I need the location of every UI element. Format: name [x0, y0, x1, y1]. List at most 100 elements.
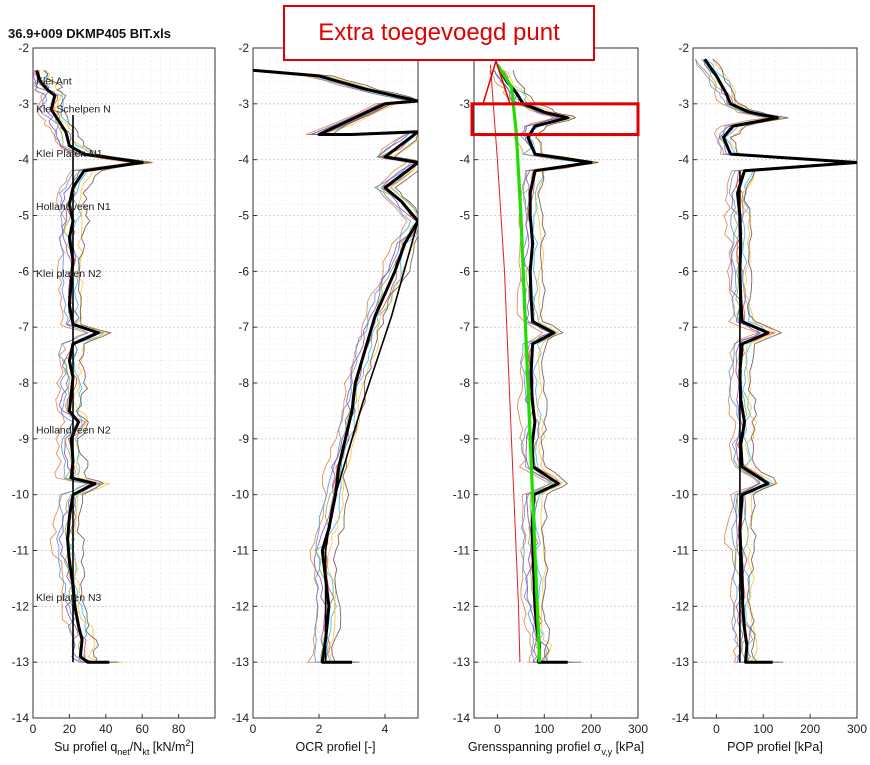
x-tick-label: 0: [494, 722, 501, 736]
x-tick-label: 100: [753, 722, 773, 736]
y-tick-label: -5: [678, 209, 689, 223]
y-tick-label: -12: [12, 599, 30, 613]
panel-1: -2 -3 -4 -5 -6 -7 -8 -9 -10 -11 -12 -13 -140 20 40 60 80…: [12, 41, 216, 757]
y-tick-label: -3: [238, 97, 249, 111]
cpt-trace: [695, 59, 848, 663]
y-tick-label: -11: [454, 544, 471, 558]
cpt-trace: [695, 58, 848, 663]
x-tick-label: 4: [382, 722, 389, 736]
y-tick-label: -6: [459, 264, 470, 278]
annotation-box: Extra toegevoegd punt: [283, 5, 595, 61]
plot-area: [33, 69, 154, 664]
y-tick-label: -13: [453, 655, 471, 669]
y-tick-label: -4: [678, 153, 689, 167]
y-tick-label: -9: [678, 432, 689, 446]
x-tick-label: 0: [250, 722, 257, 736]
y-tick-label: -6: [238, 264, 249, 278]
y-tick-label: -11: [233, 544, 250, 558]
y-tick-label: -6: [678, 264, 689, 278]
y-tick-label: -8: [678, 376, 689, 390]
y-tick-label: -7: [459, 320, 470, 334]
layer-label: Hollandveen N1: [36, 201, 111, 213]
x-tick-label: 300: [628, 722, 648, 736]
cpt-trace: [253, 69, 413, 663]
cpt-trace: [253, 69, 410, 663]
y-tick-label: -2: [238, 41, 249, 55]
x-tick-label: 80: [172, 722, 186, 736]
x-tick-label: 0: [30, 722, 37, 736]
x-axis-label: Grensspanning profiel σv,y [kPa]: [468, 740, 644, 757]
cpt-trace: [493, 70, 589, 663]
y-tick-label: -8: [238, 376, 249, 390]
y-tick-label: -4: [18, 153, 29, 167]
cpt-trace: [253, 69, 418, 663]
x-tick-label: 300: [847, 722, 867, 736]
x-tick-label: 20: [63, 722, 77, 736]
highlight-box: [470, 102, 640, 137]
y-tick-label: -5: [18, 209, 29, 223]
cpt-trace: [512, 70, 599, 663]
x-tick-label: 40: [99, 722, 113, 736]
y-tick-label: -9: [18, 432, 29, 446]
series-mean: [498, 69, 593, 664]
x-tick-label: 100: [534, 722, 554, 736]
y-tick-label: -3: [18, 97, 29, 111]
y-tick-label: -9: [459, 432, 470, 446]
y-tick-label: -5: [238, 209, 249, 223]
layer-label: Hollandveen N2: [36, 424, 111, 436]
y-tick-label: -10: [12, 488, 30, 502]
x-axis-label: Su profiel qnet/Nkt [kN/m2]: [54, 738, 194, 757]
layer-label: Klei platen N2: [36, 268, 102, 280]
y-tick-label: -10: [453, 488, 471, 502]
y-tick-label: -14: [672, 711, 690, 725]
y-tick-label: -12: [232, 599, 250, 613]
x-tick-label: 200: [581, 722, 601, 736]
y-tick-label: -10: [672, 488, 690, 502]
grid: [473, 47, 639, 719]
plot-area: [695, 58, 857, 664]
y-tick-label: -12: [453, 599, 471, 613]
y-tick-label: -7: [18, 320, 29, 334]
y-tick-label: -4: [238, 153, 249, 167]
y-tick-label: -14: [453, 711, 471, 725]
y-tick-label: -14: [12, 711, 30, 725]
y-tick-label: -4: [459, 153, 470, 167]
y-tick-label: -13: [12, 655, 30, 669]
y-tick-label: -12: [672, 599, 690, 613]
y-tick-label: -9: [238, 432, 249, 446]
panel-4: -2 -3 -4 -5 -6 -7 -8 -9 -10 -11 -12 -13 -14 0 100 200 30…: [672, 41, 868, 754]
series-trend: [324, 220, 418, 663]
series-mean: [703, 58, 857, 664]
layer-label: Klei platen N3: [36, 592, 102, 604]
y-tick-label: -8: [18, 376, 29, 390]
y-tick-label: -13: [672, 655, 690, 669]
plot-area: [253, 68, 418, 664]
annotation-pointer: [495, 60, 511, 105]
y-tick-label: -5: [459, 209, 470, 223]
y-tick-label: -7: [678, 320, 689, 334]
y-tick-label: -10: [232, 488, 250, 502]
y-tick-label: -2: [18, 41, 29, 55]
x-tick-label: 2: [316, 722, 323, 736]
x-axis-label: OCR profiel [-]: [296, 740, 376, 754]
y-tick-label: -13: [232, 655, 250, 669]
annotation-pointer: [482, 60, 497, 105]
x-tick-label: 200: [800, 722, 820, 736]
layer-label: Klei Ant: [36, 76, 72, 88]
x-axis-label: POP profiel [kPa]: [727, 740, 823, 754]
cpt-trace: [33, 70, 137, 663]
plot-area: [489, 63, 599, 664]
layer-label: Klei Platen N1: [36, 148, 103, 160]
panel-2: -2 -3 -4 -5 -6 -7 -8 -9 -10 -11 -12 -13 -140 2 4 OCR pr…: [232, 41, 419, 754]
y-tick-label: -3: [678, 97, 689, 111]
y-tick-label: -14: [232, 711, 250, 725]
y-tick-label: -3: [459, 97, 470, 111]
figure-title: 36.9+009 DKMP405 BIT.xls: [8, 26, 171, 41]
y-tick-label: -11: [673, 544, 690, 558]
panel-3: -2-3-4-5-6-7-8-9-10-11-12-13-14010020030…: [453, 41, 649, 757]
y-tick-label: -11: [13, 544, 30, 558]
y-tick-label: -7: [238, 320, 249, 334]
grid: [692, 47, 858, 719]
annotation-text: Extra toegevoegd punt: [318, 19, 560, 46]
